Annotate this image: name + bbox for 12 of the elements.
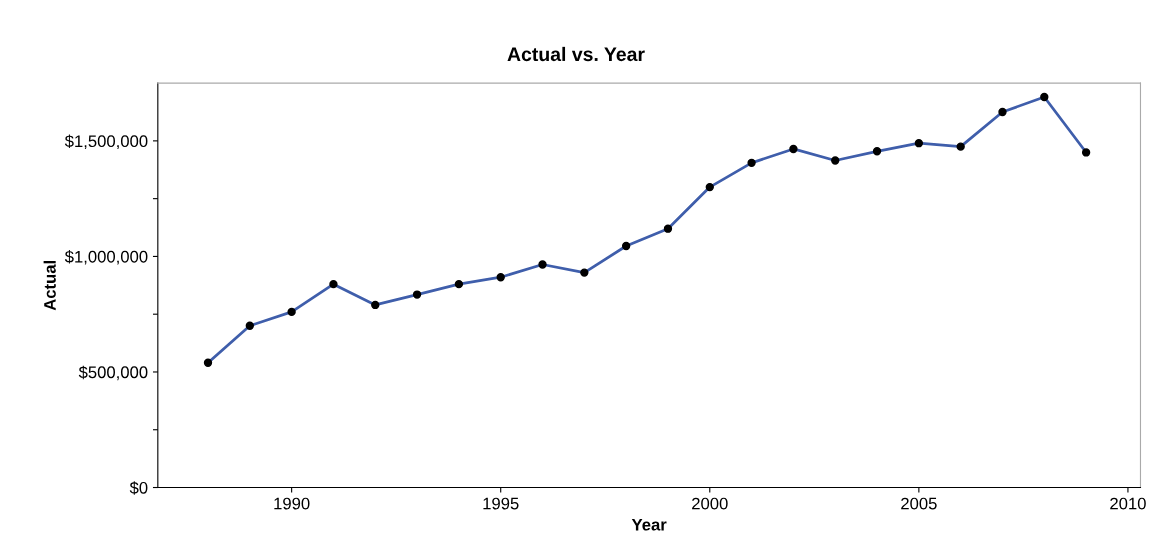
chart-title: Actual vs. Year — [507, 46, 645, 62]
x-tick-label: 1990 — [274, 497, 310, 510]
y-tick-label: $1,500,000 — [64, 134, 148, 150]
x-tick-label: 1995 — [483, 497, 519, 510]
x-tick-label: 2010 — [1110, 497, 1146, 510]
y-axis-title: Actual — [43, 261, 56, 311]
x-axis-title: Year — [631, 518, 667, 531]
x-tick-label: 2005 — [901, 497, 937, 510]
y-tick-label: $0 — [129, 481, 148, 495]
x-tick-label: 2000 — [692, 497, 728, 510]
y-tick-label: $500,000 — [78, 365, 148, 381]
y-tick-label: $1,000,000 — [64, 250, 148, 265]
